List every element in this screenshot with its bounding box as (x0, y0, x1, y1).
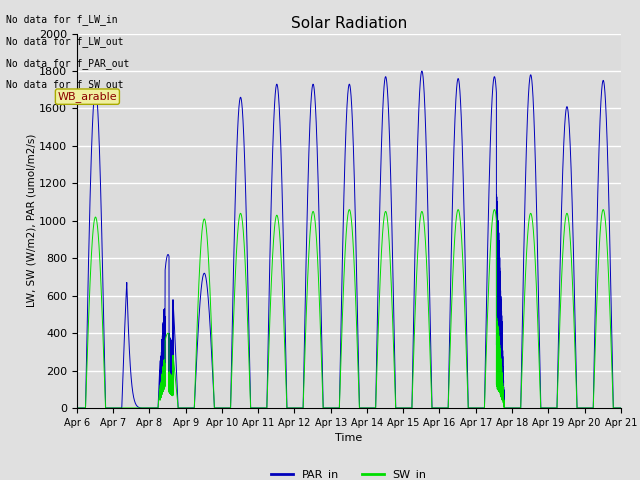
Text: No data for f_PAR_out: No data for f_PAR_out (6, 58, 130, 69)
PAR_in (73, 405, 81, 411)
SW_in (355, 405, 363, 411)
PAR_in (355, 405, 363, 411)
SW_in (573, 400, 580, 406)
Legend: PAR_in, SW_in: PAR_in, SW_in (266, 465, 431, 480)
PAR_in (396, 405, 404, 411)
Text: No data for f_SW_out: No data for f_SW_out (6, 79, 124, 90)
SW_in (294, 405, 302, 411)
Text: No data for f_LW_in: No data for f_LW_in (6, 14, 118, 25)
Text: WB_arable: WB_arable (58, 91, 117, 102)
X-axis label: Time: Time (335, 433, 362, 443)
Line: SW_in: SW_in (77, 210, 640, 408)
SW_in (396, 405, 404, 411)
SW_in (73, 405, 81, 411)
SW_in (346, 207, 353, 213)
PAR_in (294, 405, 302, 411)
SW_in (93, 218, 100, 224)
SW_in (500, 396, 508, 401)
Title: Solar Radiation: Solar Radiation (291, 16, 407, 31)
Y-axis label: LW, SW (W/m2), PAR (umol/m2/s): LW, SW (W/m2), PAR (umol/m2/s) (26, 134, 36, 308)
PAR_in (418, 68, 426, 74)
Line: PAR_in: PAR_in (77, 71, 640, 408)
PAR_in (500, 381, 508, 387)
PAR_in (573, 397, 580, 403)
Text: No data for f_LW_out: No data for f_LW_out (6, 36, 124, 47)
PAR_in (93, 93, 100, 99)
